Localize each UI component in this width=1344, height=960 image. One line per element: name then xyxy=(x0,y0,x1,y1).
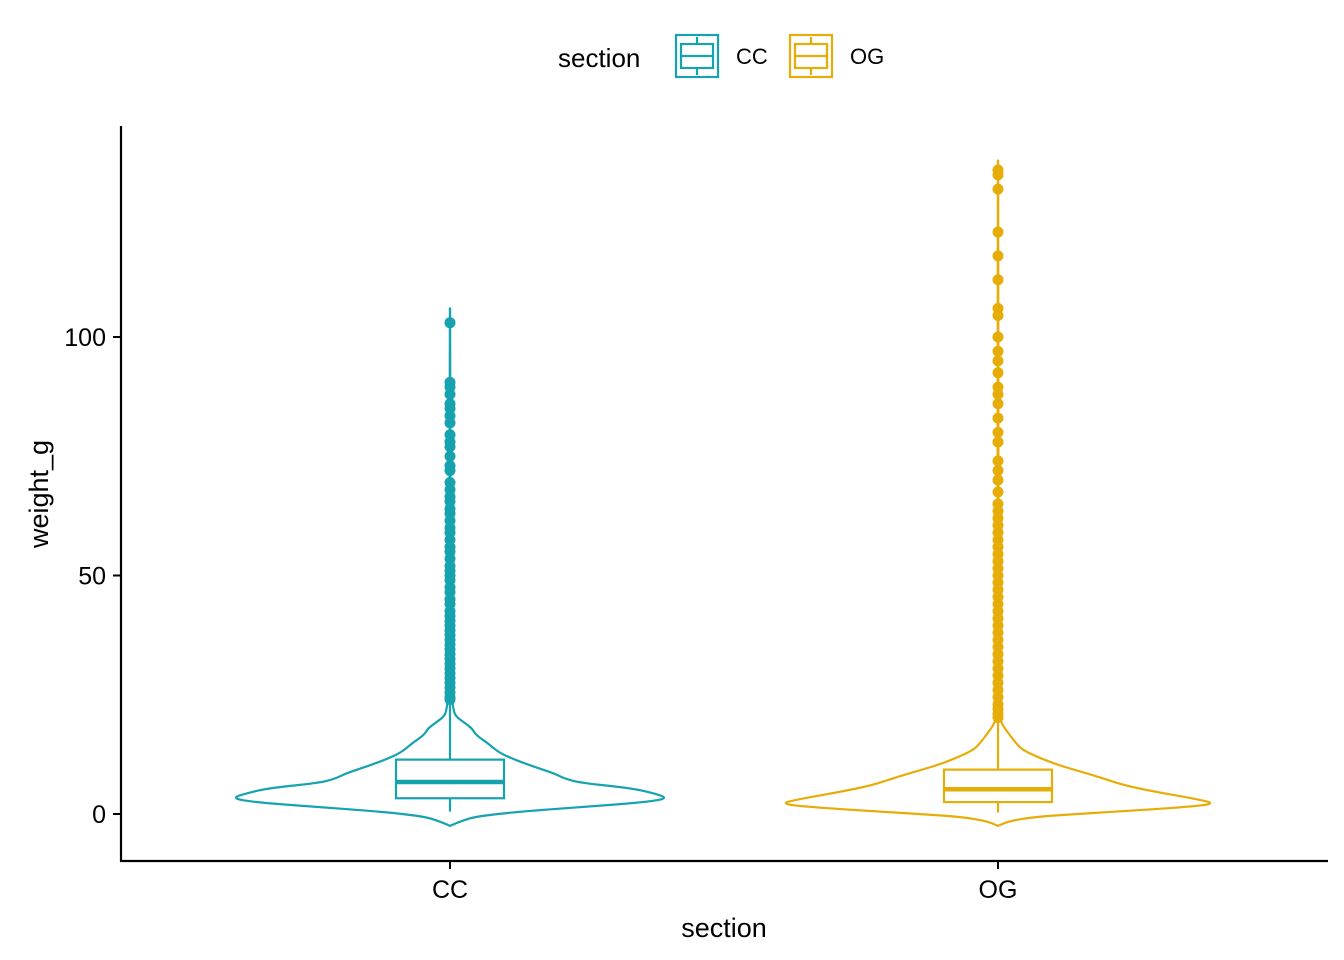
outlier-point xyxy=(992,412,1004,424)
outlier-point xyxy=(992,183,1004,195)
outlier-point xyxy=(992,169,1004,181)
outlier-point xyxy=(992,455,1004,467)
axes: 0 50 100 CC OG section weight_g xyxy=(24,126,1328,943)
legend-title: section xyxy=(558,43,640,73)
outlier-point xyxy=(444,388,456,400)
outlier-point xyxy=(444,317,456,329)
x-ticks: CC OG xyxy=(432,861,1018,904)
y-tick-label: 0 xyxy=(92,801,106,829)
outlier-point xyxy=(992,310,1004,322)
outlier-point xyxy=(992,274,1004,286)
outlier-point xyxy=(444,417,456,429)
outlier-point xyxy=(444,465,456,477)
box-og xyxy=(942,768,1054,804)
violins xyxy=(234,159,1212,827)
outlier-point xyxy=(992,398,1004,410)
outlier-point xyxy=(992,465,1004,477)
outlier-point xyxy=(992,388,1004,400)
legend-entry-cc: CC xyxy=(674,33,768,79)
legend-entry-og: OG xyxy=(788,33,884,79)
outlier-point xyxy=(992,331,1004,343)
outlier-point xyxy=(992,250,1004,262)
y-tick-label: 100 xyxy=(64,324,106,352)
x-tick-label: OG xyxy=(979,876,1018,904)
outlier-point xyxy=(992,367,1004,379)
x-tick-label: CC xyxy=(432,876,468,904)
outlier-points xyxy=(444,164,1004,724)
legend-label: CC xyxy=(736,44,768,69)
outlier-point xyxy=(992,474,1004,486)
outlier-point xyxy=(992,436,1004,448)
plot-area xyxy=(234,159,1212,827)
box-cc xyxy=(394,758,506,800)
legend-entries: CC OG xyxy=(674,33,884,79)
y-tick-label: 50 xyxy=(78,563,106,591)
boxplots xyxy=(394,701,1054,813)
outlier-point xyxy=(444,441,456,453)
y-ticks: 0 50 100 xyxy=(64,324,121,829)
outlier-point xyxy=(992,426,1004,438)
legend: section CC OG xyxy=(558,33,884,79)
outlier-point xyxy=(992,712,1004,724)
outlier-point xyxy=(992,226,1004,238)
legend-label: OG xyxy=(850,44,884,69)
outlier-point xyxy=(992,355,1004,367)
outlier-point xyxy=(992,345,1004,357)
x-axis-label: section xyxy=(681,913,767,943)
y-axis-label: weight_g xyxy=(24,440,54,549)
outlier-point xyxy=(444,450,456,462)
outlier-point xyxy=(444,694,456,706)
outlier-point xyxy=(992,486,1004,498)
